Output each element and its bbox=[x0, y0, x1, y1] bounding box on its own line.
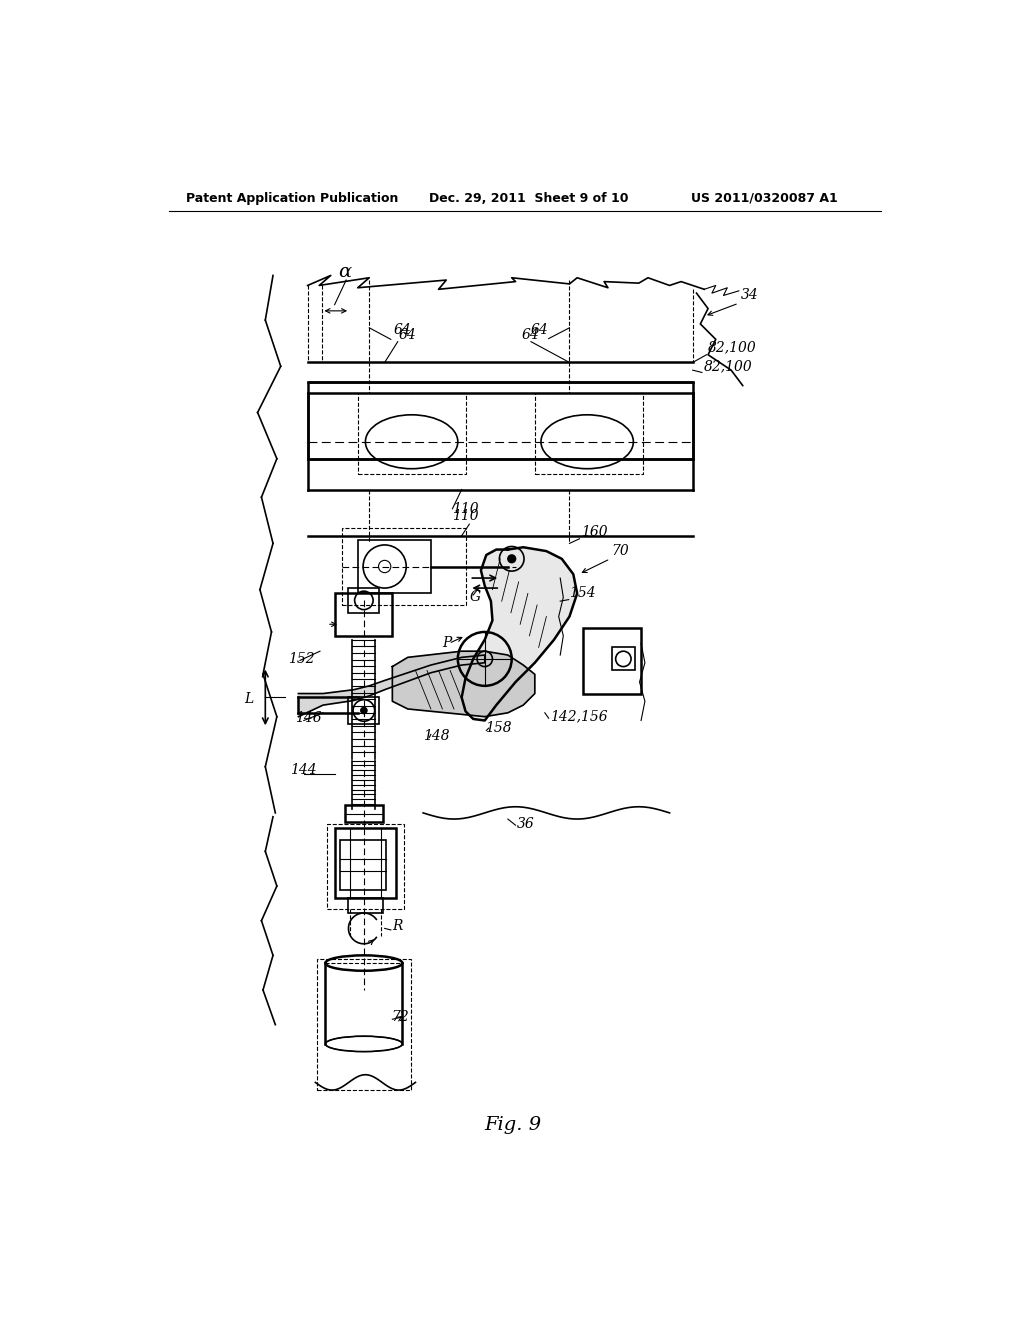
Text: 158: 158 bbox=[484, 721, 511, 735]
Text: α: α bbox=[339, 264, 351, 281]
Text: 110: 110 bbox=[453, 502, 479, 516]
Polygon shape bbox=[392, 651, 535, 717]
Text: 82,100: 82,100 bbox=[708, 341, 757, 354]
Bar bbox=[335, 594, 392, 636]
Bar bbox=[335, 829, 396, 898]
Text: 148: 148 bbox=[423, 729, 450, 743]
Text: L: L bbox=[245, 692, 254, 706]
Bar bbox=[345, 805, 383, 822]
Text: R: R bbox=[392, 919, 402, 933]
Text: Dec. 29, 2011  Sheet 9 of 10: Dec. 29, 2011 Sheet 9 of 10 bbox=[429, 191, 629, 205]
Text: Fig. 9: Fig. 9 bbox=[484, 1115, 542, 1134]
Text: 64: 64 bbox=[531, 323, 549, 337]
Text: G: G bbox=[469, 590, 480, 605]
Text: 152: 152 bbox=[289, 652, 315, 665]
Circle shape bbox=[360, 706, 368, 714]
Circle shape bbox=[379, 560, 391, 573]
Bar bbox=[348, 697, 379, 725]
Bar bbox=[316, 960, 411, 1090]
Bar bbox=[611, 647, 635, 671]
Bar bbox=[357, 540, 431, 594]
Text: 64: 64 bbox=[521, 329, 540, 342]
Bar bbox=[307, 381, 692, 459]
Text: 160: 160 bbox=[581, 525, 607, 539]
Text: 64: 64 bbox=[394, 323, 412, 337]
Circle shape bbox=[507, 554, 516, 564]
Text: 110: 110 bbox=[453, 510, 479, 523]
Text: US 2011/0320087 A1: US 2011/0320087 A1 bbox=[691, 191, 838, 205]
Bar bbox=[584, 628, 641, 693]
Text: 36: 36 bbox=[517, 817, 535, 832]
Text: 142,156: 142,156 bbox=[550, 710, 608, 723]
Bar bbox=[535, 393, 643, 474]
Bar bbox=[348, 898, 383, 913]
Text: 154: 154 bbox=[569, 586, 596, 601]
Text: Patent Application Publication: Patent Application Publication bbox=[186, 191, 398, 205]
Text: 34: 34 bbox=[741, 288, 759, 302]
Bar bbox=[340, 840, 386, 890]
Text: 144: 144 bbox=[290, 763, 316, 777]
Bar bbox=[342, 528, 466, 605]
Text: 72: 72 bbox=[391, 1010, 409, 1024]
Text: 82,100: 82,100 bbox=[705, 359, 753, 374]
Bar bbox=[348, 589, 379, 612]
Bar bbox=[327, 825, 403, 909]
Text: 146: 146 bbox=[295, 711, 322, 725]
Text: 64: 64 bbox=[398, 329, 417, 342]
Bar bbox=[357, 393, 466, 474]
Polygon shape bbox=[462, 548, 578, 721]
Text: P: P bbox=[442, 636, 452, 651]
Text: 70: 70 bbox=[611, 544, 630, 558]
Polygon shape bbox=[298, 655, 484, 717]
